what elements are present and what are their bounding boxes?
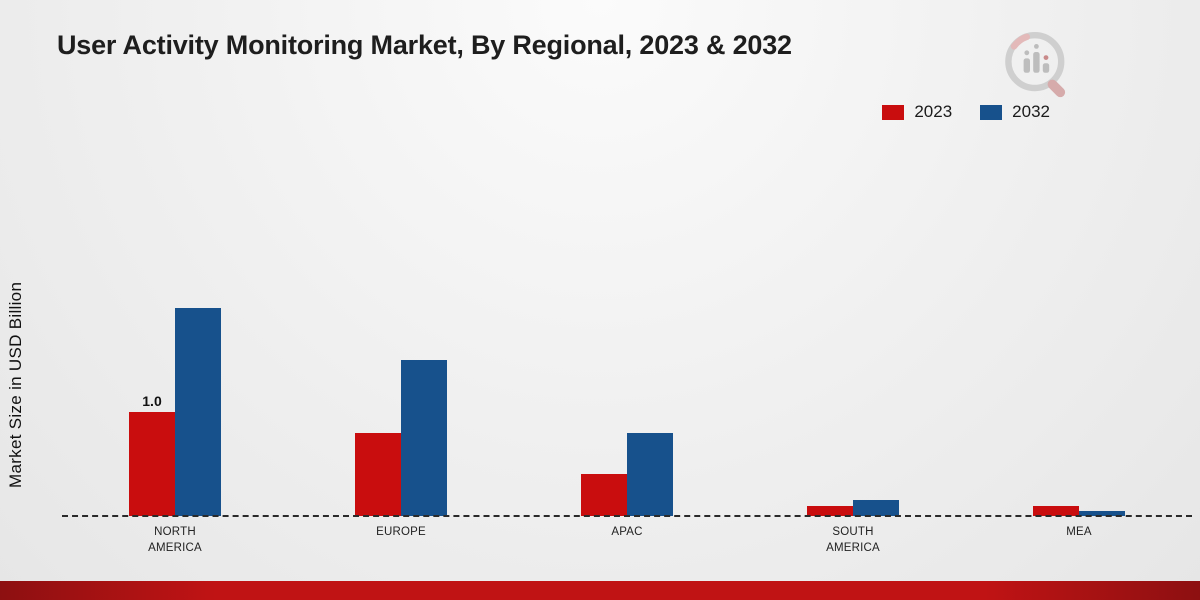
bottom-accent-band xyxy=(0,581,1200,600)
legend-item-2032[interactable]: 2032 xyxy=(980,102,1050,122)
bar-2023-apac[interactable] xyxy=(581,474,627,516)
bar-wrap xyxy=(355,432,401,516)
bar-pair xyxy=(581,432,673,516)
bar-pair xyxy=(807,500,899,516)
bar-pair: 1.0 xyxy=(129,308,221,516)
bar-wrap xyxy=(401,360,447,516)
category-label-south-america: SOUTH AMERICA xyxy=(826,526,880,554)
x-axis-baseline xyxy=(62,515,1192,517)
bar-2023-south-america[interactable] xyxy=(807,505,853,516)
legend: 2023 2032 xyxy=(882,102,1050,122)
category-label-europe: EUROPE xyxy=(376,526,426,538)
bar-wrap xyxy=(175,308,221,516)
y-axis-label: Market Size in USD Billion xyxy=(6,281,25,489)
bar-2032-mea[interactable] xyxy=(1079,510,1125,516)
bar-wrap xyxy=(581,474,627,516)
bar-group-apac: APAC xyxy=(581,150,673,538)
bar-2032-apac[interactable] xyxy=(627,432,673,516)
legend-swatch-2023 xyxy=(882,104,905,120)
bar-wrap xyxy=(627,432,673,516)
legend-label-2032: 2032 xyxy=(1012,102,1050,121)
bar-pair xyxy=(1033,505,1125,516)
bar-groups: 1.0 NORTH AMERICA EUROPE APAC SOUTH AMERICA M… xyxy=(62,150,1192,554)
bar-wrap xyxy=(1033,505,1079,516)
bar-wrap xyxy=(807,505,853,516)
plot-area: 1.0 NORTH AMERICA EUROPE APAC SOUTH AMERICA M… xyxy=(62,150,1192,554)
category-label-mea: MEA xyxy=(1066,526,1092,538)
bar-wrap xyxy=(853,500,899,516)
bar-2032-south-america[interactable] xyxy=(853,500,899,516)
bar-2023-europe[interactable] xyxy=(355,432,401,516)
brand-logo-icon xyxy=(1005,32,1066,98)
bar-group-europe: EUROPE xyxy=(355,150,447,538)
bar-value-label: 1.0 xyxy=(142,393,162,409)
bar-group-south-america: SOUTH AMERICA xyxy=(807,150,899,554)
bar-group-north-america: 1.0 NORTH AMERICA xyxy=(129,150,221,554)
legend-label-2023: 2023 xyxy=(914,102,953,121)
category-label-apac: APAC xyxy=(611,526,643,538)
legend-item-2023[interactable]: 2023 xyxy=(882,102,952,122)
bar-2032-north-america[interactable] xyxy=(175,308,221,516)
chart-title: User Activity Monitoring Market, By Regi… xyxy=(57,30,792,60)
bar-wrap: 1.0 xyxy=(129,393,175,516)
bar-wrap xyxy=(1079,510,1125,516)
bar-2023-mea[interactable] xyxy=(1033,505,1079,516)
bar-2023-north-america[interactable] xyxy=(129,412,175,516)
bar-pair xyxy=(355,360,447,516)
bar-2032-europe[interactable] xyxy=(401,360,447,516)
category-label-north-america: NORTH AMERICA xyxy=(148,526,202,554)
bar-group-mea: MEA xyxy=(1033,150,1125,538)
legend-swatch-2032 xyxy=(980,104,1003,120)
